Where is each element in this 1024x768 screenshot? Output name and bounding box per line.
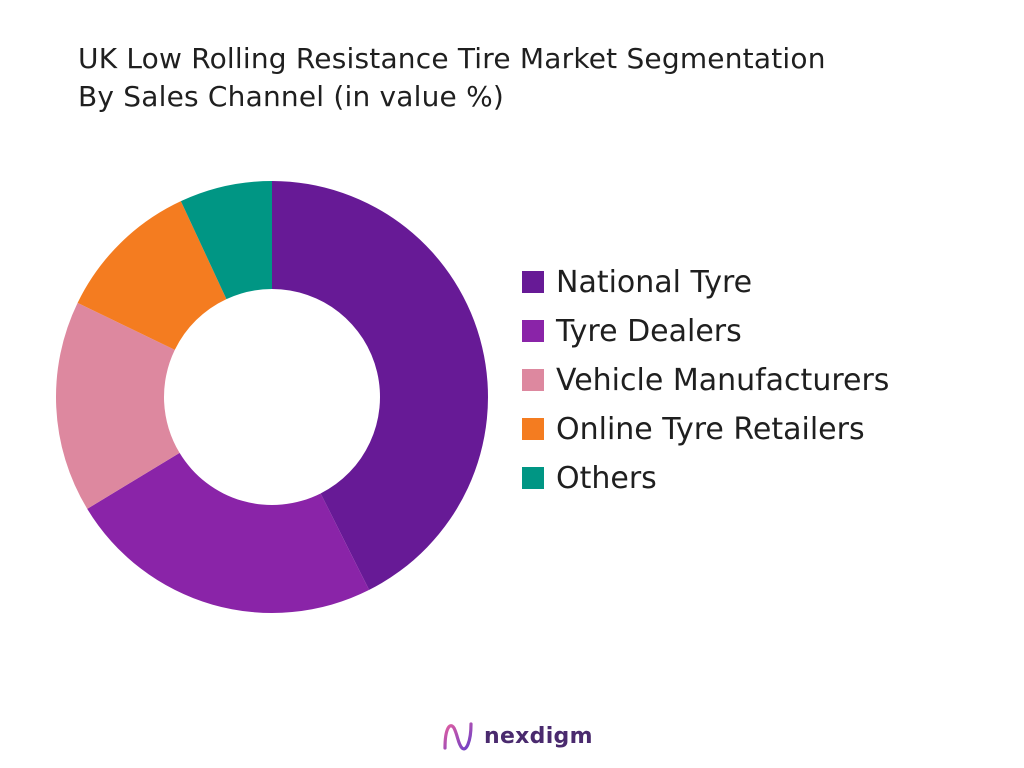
legend-swatch [522,271,544,293]
donut-slice-vehicle-manufacturers [56,302,180,509]
chart-title-line-2: By Sales Channel (in value %) [78,80,505,113]
donut-slice-national-tyre [272,181,488,590]
legend-swatch [522,467,544,489]
donut-slice-tyre-dealers [87,452,370,613]
legend-item: Others [522,458,992,498]
brand-name: nexdigm [484,723,593,749]
legend-label: Online Tyre Retailers [556,411,865,447]
legend-item: Vehicle Manufacturers [522,360,992,400]
donut-slice-others [180,181,272,300]
legend-item: National Tyre [522,262,992,302]
legend-label: Tyre Dealers [556,313,742,349]
legend-swatch [522,418,544,440]
chart-legend: National Tyre Tyre Dealers Vehicle Manufac… [522,262,992,507]
donut-slices [56,181,488,613]
legend-item: Tyre Dealers [522,311,992,351]
legend-swatch [522,369,544,391]
chart-title: UK Low Rolling Resistance Tire Market Se… [78,40,978,116]
legend-label: National Tyre [556,264,753,300]
brand-logo: nexdigm [440,716,593,756]
chart-title-line-1: UK Low Rolling Resistance Tire Market Se… [78,42,826,75]
legend-swatch [522,320,544,342]
donut-slice-online-tyre-retailers [77,201,227,350]
nexdigm-logo-icon [443,722,473,751]
legend-label: Others [556,460,657,496]
legend-item: Online Tyre Retailers [522,409,992,449]
legend-label: Vehicle Manufacturers [556,362,890,398]
